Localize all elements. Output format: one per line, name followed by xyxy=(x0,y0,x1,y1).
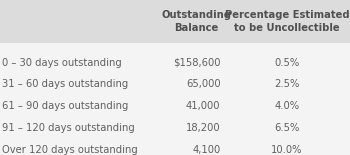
Text: 6.5%: 6.5% xyxy=(274,123,300,133)
Text: Percentage Estimated
to be Uncollectible: Percentage Estimated to be Uncollectible xyxy=(225,10,349,33)
Text: 0 – 30 days outstanding: 0 – 30 days outstanding xyxy=(2,58,121,68)
Text: 41,000: 41,000 xyxy=(186,101,220,111)
Text: 4,100: 4,100 xyxy=(192,145,220,155)
Text: 18,200: 18,200 xyxy=(186,123,220,133)
Text: 2.5%: 2.5% xyxy=(274,80,300,89)
Text: 65,000: 65,000 xyxy=(186,80,220,89)
Text: Over 120 days outstanding: Over 120 days outstanding xyxy=(2,145,138,155)
Text: 10.0%: 10.0% xyxy=(271,145,303,155)
Text: Outstanding
Balance: Outstanding Balance xyxy=(161,10,231,33)
Text: 91 – 120 days outstanding: 91 – 120 days outstanding xyxy=(2,123,134,133)
Text: 4.0%: 4.0% xyxy=(274,101,300,111)
Text: $158,600: $158,600 xyxy=(173,58,220,68)
Text: 31 – 60 days outstanding: 31 – 60 days outstanding xyxy=(2,80,128,89)
Text: 61 – 90 days outstanding: 61 – 90 days outstanding xyxy=(2,101,128,111)
FancyBboxPatch shape xyxy=(0,0,350,43)
Text: 0.5%: 0.5% xyxy=(274,58,300,68)
